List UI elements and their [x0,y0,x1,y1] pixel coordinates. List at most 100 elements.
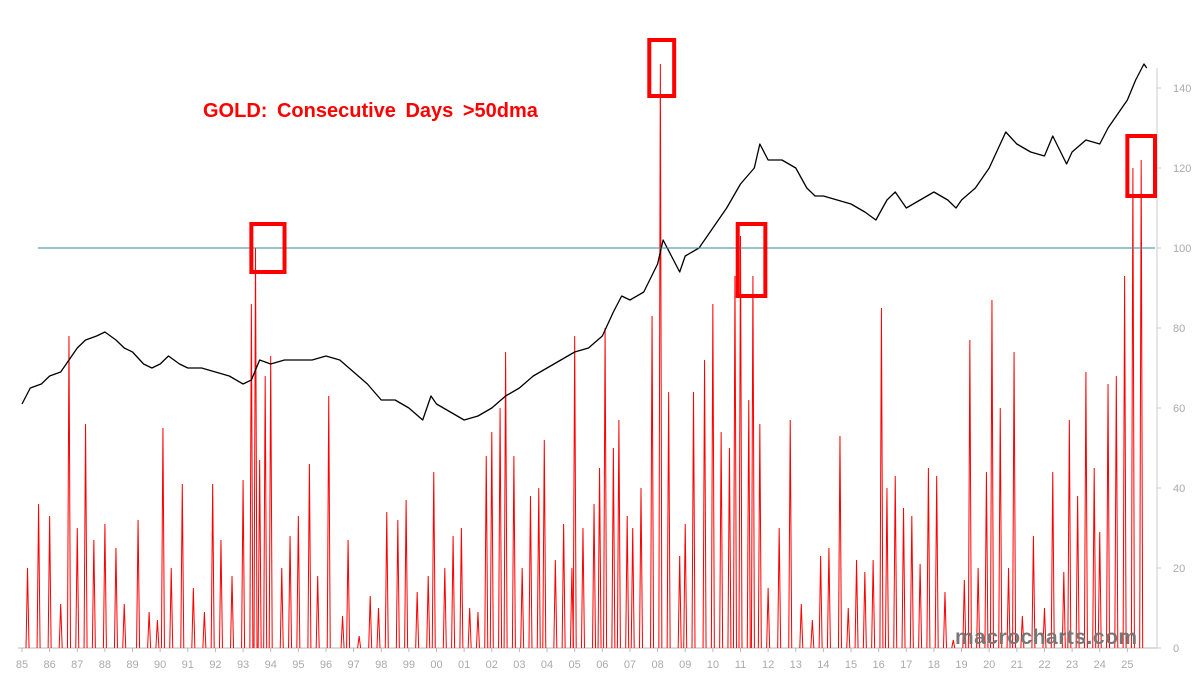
streak-spike [1083,371,1088,649]
streak-spike [202,611,207,649]
streak-spike [862,571,867,649]
streak-spike [288,535,293,649]
streak-spike [122,603,127,649]
x-tick-label: 11 [735,659,746,671]
streak-spike [871,559,876,649]
streak-spike [1061,571,1066,649]
streak-spike [738,235,743,649]
streak-spike [597,467,602,649]
streak-spike [459,527,464,649]
streak-spike [307,463,312,649]
streak-spike [498,407,503,649]
x-tick-label: 88 [99,659,111,671]
streak-spike [249,303,254,649]
y-tick-label: 60 [1173,403,1185,415]
streak-spike [639,487,644,649]
streak-spike [1139,159,1144,649]
x-tick-label: 09 [679,659,691,671]
x-tick-label: 13 [790,659,802,671]
streak-spike [879,307,884,649]
streak-spike [926,467,931,649]
x-tick-label: 10 [707,659,719,671]
streak-spike [268,355,273,649]
x-tick-label: 21 [1011,659,1023,671]
highlight-box [1125,134,1157,198]
streak-spike [989,299,994,649]
x-tick-label: 05 [569,659,581,671]
chart-title: GOLD: Consecutive Days >50dma [203,100,538,122]
streak-spike [837,435,842,649]
streak-spike [1122,275,1127,649]
streak-spike [719,431,724,649]
streak-spike [25,567,30,649]
streak-spike [155,619,160,649]
streak-spike [918,563,923,649]
streak-spike [788,419,793,649]
x-tick-label: 96 [320,659,332,671]
streak-spike [47,515,52,649]
streak-spike [147,611,152,649]
streak-spike [799,603,804,649]
streak-spike [91,539,96,649]
streak-spike [536,487,541,649]
streak-spike [442,567,447,649]
price-line [21,63,1148,421]
streak-spike [66,335,71,649]
y-tick-label: 140 [1173,83,1191,95]
streak-spike [113,547,118,649]
x-tick-label: 87 [71,659,83,671]
streak-spike [511,455,516,649]
streak-spike [368,595,373,649]
streak-spike [520,567,525,649]
streak-spike [218,539,223,649]
streak-spike [984,471,989,649]
streak-spike [404,499,409,649]
y-tick-label: 20 [1173,563,1185,575]
streak-spike [746,399,751,649]
streak-spike [967,339,972,649]
streak-spike [467,607,472,649]
streak-spike [650,315,655,649]
x-tick-label: 93 [237,659,249,671]
streak-spike [241,479,246,649]
streak-spike [1130,167,1135,649]
x-tick-label: 22 [1038,659,1050,671]
streak-spike [1092,467,1097,649]
x-tick-label: 16 [873,659,885,671]
streak-spike [732,275,737,649]
streak-spike [625,515,630,649]
streak-spike [279,567,284,649]
x-tick-label: 03 [513,659,525,671]
streak-spike [326,395,331,649]
x-tick-label: 23 [1066,659,1078,671]
streak-spike [909,515,914,649]
x-tick-label: 19 [955,659,967,671]
x-tick-label: 94 [265,659,277,671]
x-tick-label: 85 [16,659,28,671]
streak-spike [340,615,345,649]
streak-spike [603,327,608,649]
x-tick-label: 02 [486,659,498,671]
streak-spike [630,527,635,649]
highlight-box [647,38,677,98]
x-tick-label: 08 [651,659,663,671]
streak-spike [36,503,41,649]
streak-spike [180,483,185,649]
highlight-boxes [249,38,1157,298]
streak-spike [846,607,851,649]
x-tick-label: 18 [928,659,940,671]
x-tick-label: 15 [845,659,857,671]
streak-spike [431,471,436,649]
y-tick-label: 80 [1173,323,1185,335]
x-tick-label: 97 [347,659,359,671]
x-tick-label: 04 [541,659,553,671]
streak-spike [1042,607,1047,649]
streak-spike [580,527,585,649]
streak-spike [451,535,456,649]
streak-spike [592,503,597,649]
x-tick-label: 90 [154,659,166,671]
streak-spike [1031,535,1036,649]
streak-spike [346,539,351,649]
streak-spike [854,559,859,649]
x-tick-label: 99 [403,659,415,671]
